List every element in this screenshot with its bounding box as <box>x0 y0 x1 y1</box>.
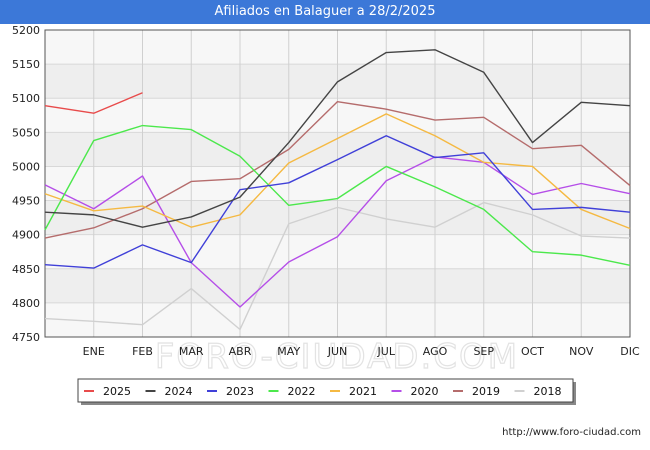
x-tick-label: SEP <box>473 345 494 358</box>
y-tick-label: 5200 <box>12 24 40 37</box>
series-line-2022 <box>44 124 631 267</box>
y-tick-label: 4800 <box>12 297 40 310</box>
x-tick-label: JUN <box>327 345 348 358</box>
legend-box <box>77 378 574 403</box>
x-tick-label: MAY <box>277 345 300 358</box>
chart-title: Afiliados en Balaguer a 28/2/2025 <box>0 0 650 24</box>
x-tick-label: JUL <box>377 345 396 358</box>
y-axis-ticks: 4750 4800 4850 4900 4950 5000 5050 5100 5150 5200 <box>12 24 40 344</box>
y-tick-label: 5050 <box>12 126 40 139</box>
series-line-2025 <box>44 92 143 114</box>
y-tick-label: 4850 <box>12 263 40 276</box>
x-tick-label: ABR <box>229 345 252 358</box>
x-tick-label: AGO <box>423 345 448 358</box>
y-tick-label: 5150 <box>12 58 40 71</box>
x-tick-label: FEB <box>132 345 153 358</box>
legend-label-2023: 2023 <box>226 385 254 398</box>
x-tick-label: OCT <box>521 345 544 358</box>
y-tick-label: 4950 <box>12 195 40 208</box>
x-tick-label: MAR <box>179 345 204 358</box>
legend-label-2020: 2020 <box>411 385 439 398</box>
legend-label-2019: 2019 <box>472 385 500 398</box>
y-tick-label: 4900 <box>12 229 40 242</box>
series-lines <box>44 49 631 331</box>
legend-label-2022: 2022 <box>288 385 316 398</box>
series-line-2020 <box>44 156 631 308</box>
legend-label-2021: 2021 <box>349 385 377 398</box>
x-tick-label: DIC <box>620 345 640 358</box>
legend: 2025 2024 2023 2022 2021 2020 2019 2018 <box>77 378 576 405</box>
series-line-2024 <box>44 49 631 228</box>
source-link[interactable]: http://www.foro-ciudad.com <box>502 427 641 438</box>
x-tick-label: NOV <box>569 345 594 358</box>
y-tick-label: 5000 <box>12 160 40 173</box>
series-line-2023 <box>44 135 631 269</box>
legend-label-2025: 2025 <box>103 385 131 398</box>
series-line-2019 <box>44 100 631 239</box>
x-axis-ticks: ENE FEB MAR ABR MAY JUN JUL AGO SEP OCT NOV DIC <box>83 345 640 358</box>
legend-label-2024: 2024 <box>165 385 193 398</box>
y-tick-label: 5100 <box>12 92 40 105</box>
watermark: FORO-CIUDAD.COM <box>155 337 519 377</box>
series-line-2018 <box>44 201 631 331</box>
series-line-2021 <box>44 113 631 230</box>
legend-label-2018: 2018 <box>534 385 562 398</box>
x-tick-label: ENE <box>83 345 105 358</box>
plot-border <box>44 29 631 338</box>
y-tick-label: 4750 <box>12 331 40 344</box>
